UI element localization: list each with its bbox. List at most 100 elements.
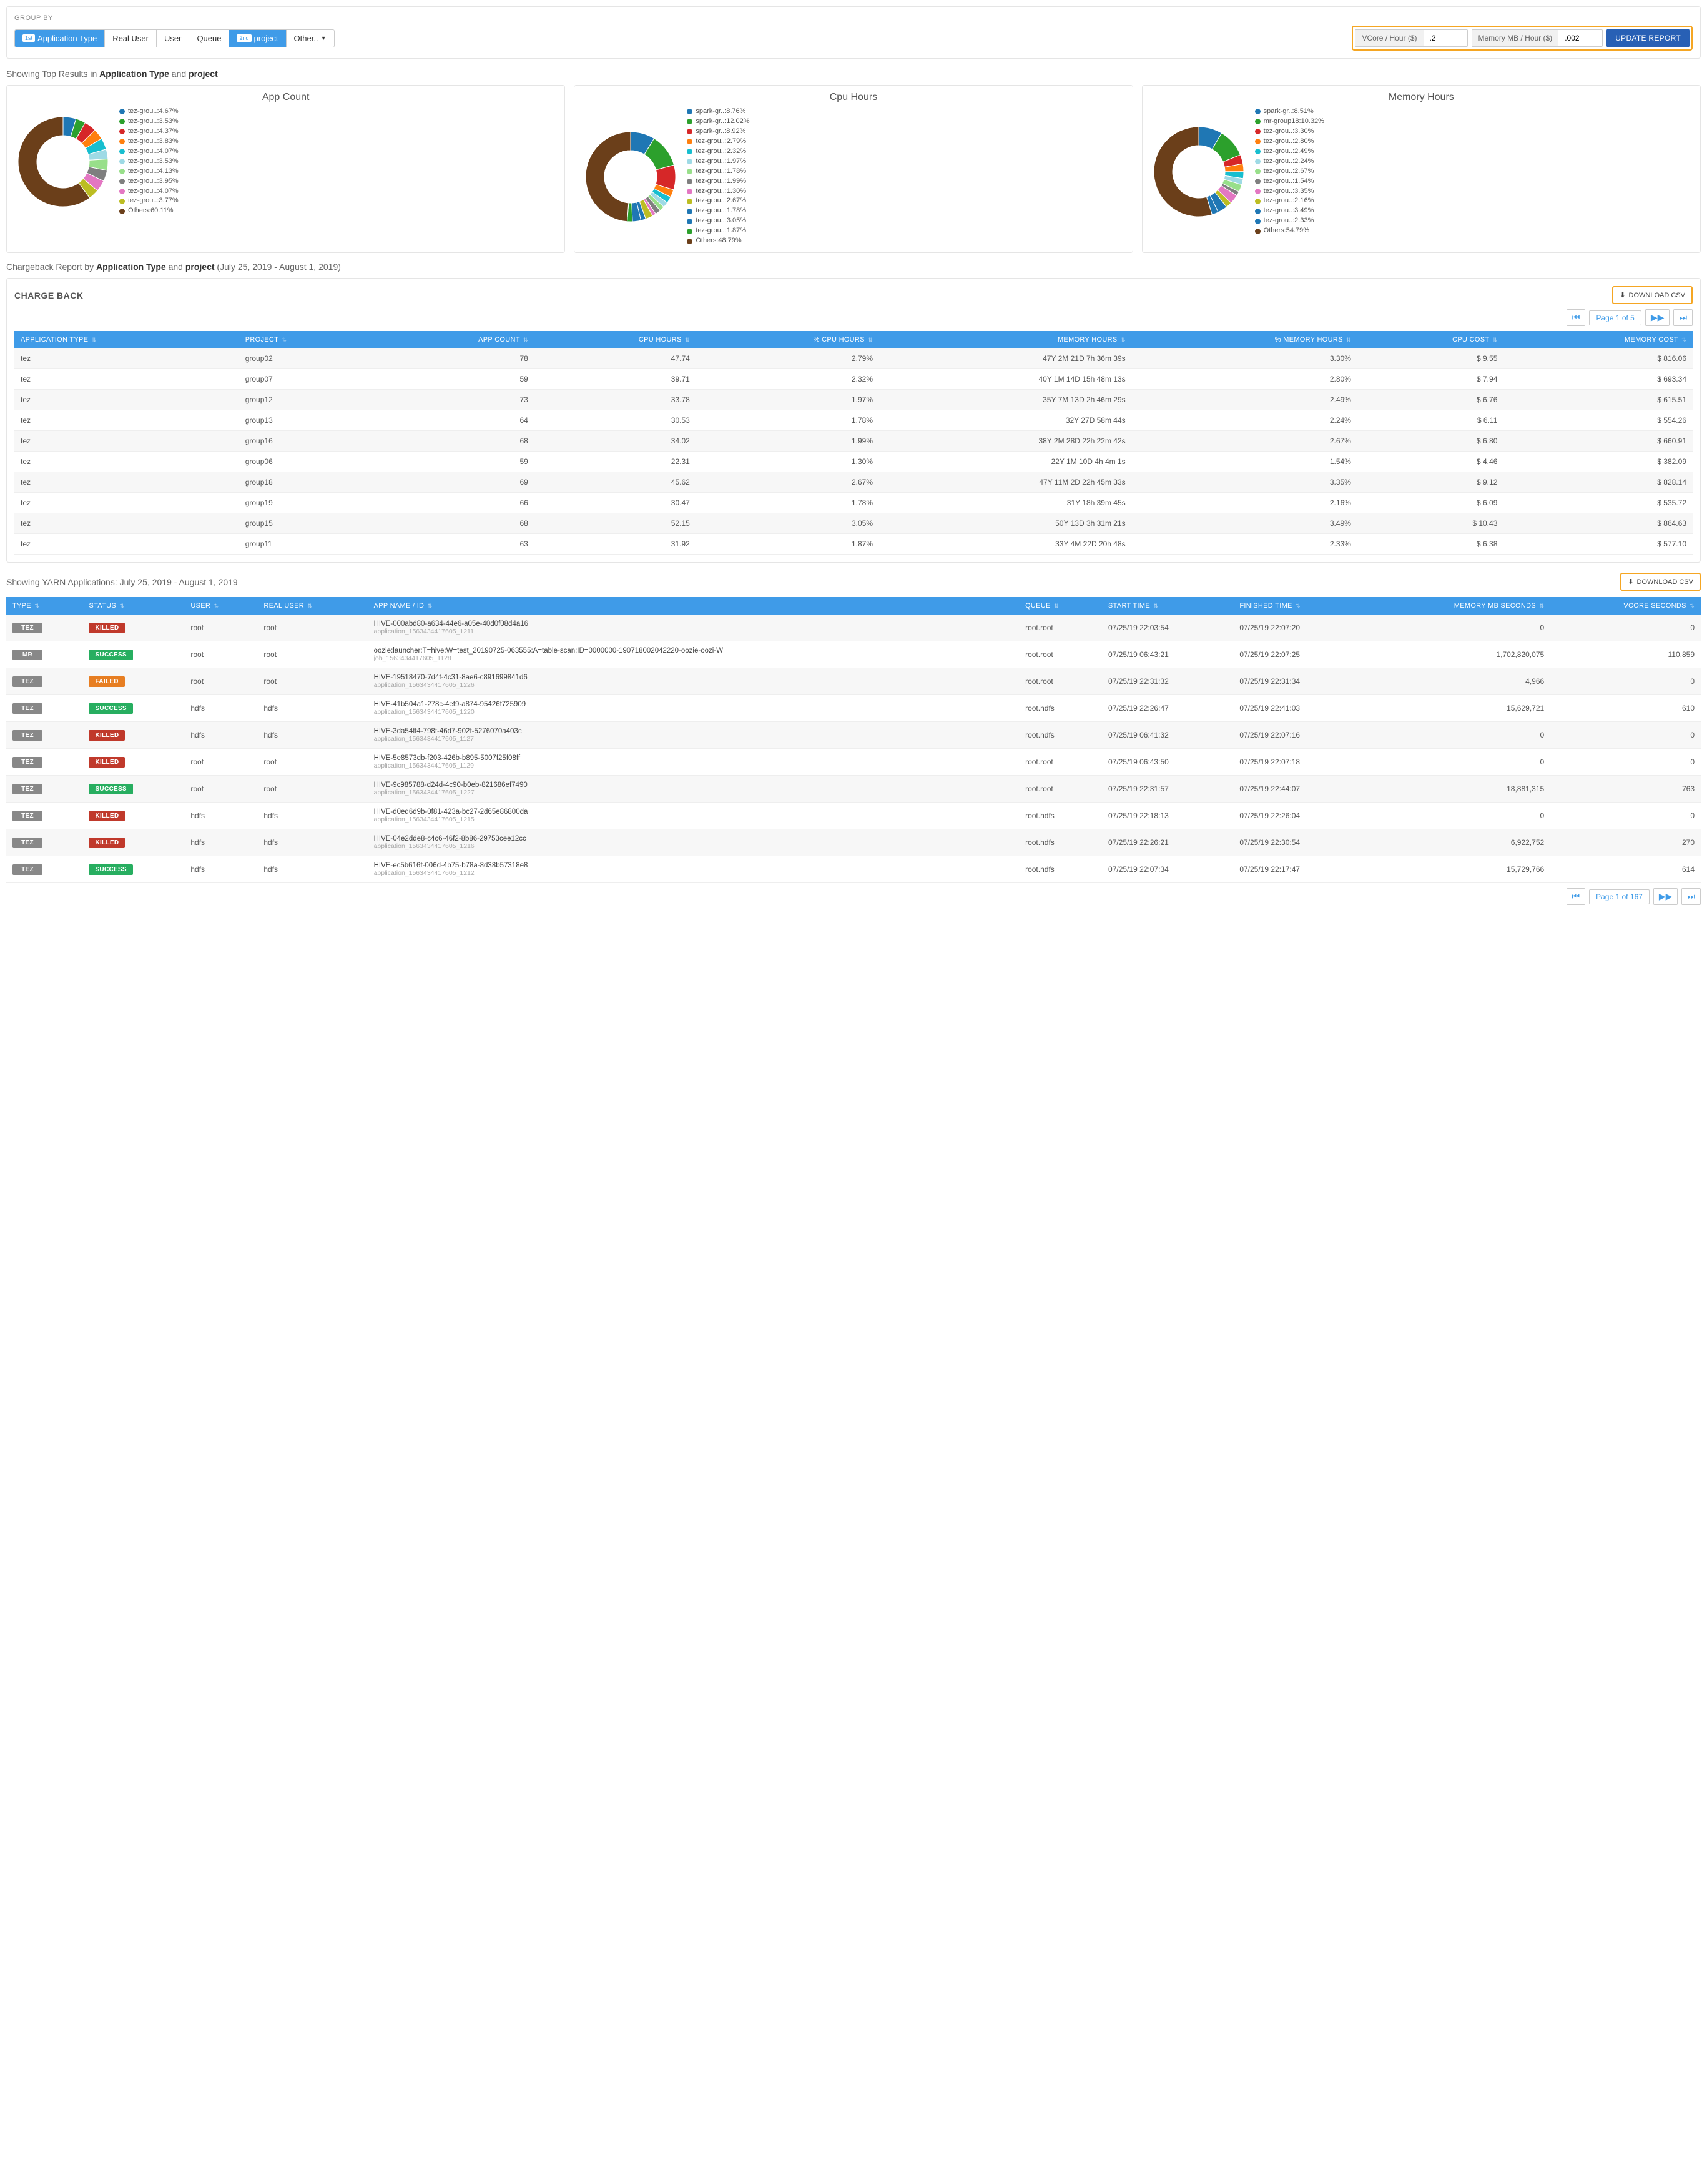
table-cell: SUCCESS (82, 641, 184, 668)
pager-last-button[interactable]: ⏭ (1673, 309, 1693, 326)
column-header[interactable]: MEMORY HOURS ⇅ (879, 331, 1132, 348)
legend-label: Others:48.79% (696, 236, 741, 246)
chart-legend: spark-gr..:8.76%spark-gr..:12.02%spark-g… (687, 107, 749, 246)
table-cell: oozie:launcher:T=hive:W=test_20190725-06… (368, 641, 1020, 668)
table-cell: $ 535.72 (1503, 493, 1693, 513)
column-header[interactable]: % CPU HOURS ⇅ (696, 331, 879, 348)
group-pill[interactable]: 1stApplication Type (15, 30, 105, 47)
pill-badge: 1st (22, 34, 35, 42)
table-row: TEZSUCCESShdfshdfsHIVE-41b504a1-278c-4ef… (6, 695, 1701, 722)
table-cell: group18 (239, 472, 376, 493)
memory-cost-input[interactable] (1558, 30, 1602, 46)
legend-label: tez-grou..:4.07% (128, 187, 179, 197)
column-header[interactable]: VCORE SECONDS ⇅ (1550, 597, 1701, 615)
legend-item: mr-group18:10.32% (1255, 117, 1324, 127)
legend-swatch (1255, 169, 1261, 174)
legend-label: tez-grou..:2.33% (1264, 216, 1314, 226)
column-header[interactable]: STATUS ⇅ (82, 597, 184, 615)
group-pill[interactable]: Other..▼ (287, 30, 334, 47)
column-header[interactable]: MEMORY MB SECONDS ⇅ (1365, 597, 1550, 615)
table-cell: 47Y 2M 21D 7h 36m 39s (879, 348, 1132, 369)
chargeback-panel: CHARGE BACK ⬇ DOWNLOAD CSV ⏮ Page 1 of 5… (6, 278, 1701, 563)
column-header[interactable]: % MEMORY HOURS ⇅ (1132, 331, 1357, 348)
table-cell: 1.87% (696, 534, 879, 555)
table-cell: 1.30% (696, 452, 879, 472)
pager-next-button[interactable]: ▶▶ (1653, 888, 1678, 905)
yarn-title: Showing YARN Applications: July 25, 2019… (6, 577, 238, 587)
group-pill[interactable]: Real User (105, 30, 157, 47)
legend-label: tez-grou..:3.83% (128, 137, 179, 147)
type-tag: TEZ (12, 703, 42, 714)
table-cell: 64 (376, 410, 534, 431)
legend-label: tez-grou..:3.53% (128, 117, 179, 127)
vcore-cost-input[interactable] (1424, 30, 1467, 46)
column-header[interactable]: APPLICATION TYPE ⇅ (14, 331, 239, 348)
column-header[interactable]: CPU COST ⇅ (1357, 331, 1503, 348)
table-row: MRSUCCESSrootrootoozie:launcher:T=hive:W… (6, 641, 1701, 668)
legend-label: tez-grou..:2.16% (1264, 196, 1314, 206)
pager-first-button[interactable]: ⏮ (1567, 309, 1586, 326)
legend-item: tez-grou..:4.67% (119, 107, 179, 117)
charts-row: App Counttez-grou..:4.67%tez-grou..:3.53… (6, 85, 1701, 253)
app-id: application_1563434417605_1226 (374, 681, 1013, 689)
app-id: application_1563434417605_1129 (374, 762, 1013, 769)
table-cell: 07/25/19 22:31:34 (1233, 668, 1365, 695)
app-id: application_1563434417605_1215 (374, 816, 1013, 823)
table-cell: 07/25/19 22:07:18 (1233, 749, 1365, 776)
table-cell: SUCCESS (82, 856, 184, 883)
legend-swatch (119, 209, 125, 214)
column-header[interactable]: QUEUE ⇅ (1019, 597, 1102, 615)
column-header[interactable]: USER ⇅ (184, 597, 257, 615)
pager-last-button[interactable]: ⏭ (1681, 888, 1701, 905)
table-cell: 07/25/19 22:07:34 (1102, 856, 1233, 883)
table-row: tezgroup156852.153.05%50Y 13D 3h 31m 21s… (14, 513, 1693, 534)
legend-swatch (1255, 229, 1261, 234)
column-header[interactable]: CPU HOURS ⇅ (534, 331, 696, 348)
table-cell: $ 660.91 (1503, 431, 1693, 452)
table-cell: $ 9.12 (1357, 472, 1503, 493)
update-report-button[interactable]: UPDATE REPORT (1606, 29, 1690, 47)
column-header[interactable]: PROJECT ⇅ (239, 331, 376, 348)
table-row: tezgroup065922.311.30%22Y 1M 10D 4h 4m 1… (14, 452, 1693, 472)
pill-label: Real User (112, 34, 149, 43)
group-pill[interactable]: Queue (189, 30, 229, 47)
yarn-download-csv-button[interactable]: ⬇ DOWNLOAD CSV (1620, 573, 1701, 591)
legend-swatch (119, 159, 125, 164)
column-header[interactable]: TYPE ⇅ (6, 597, 82, 615)
table-cell: 0 (1365, 615, 1550, 641)
group-by-row: 1stApplication Type Real User UserQueue2nd… (14, 26, 1693, 51)
chargeback-table: APPLICATION TYPE ⇅PROJECT ⇅APP COUNT ⇅CP… (14, 331, 1693, 555)
table-row: TEZFAILEDrootrootHIVE-19518470-7d4f-4c31… (6, 668, 1701, 695)
column-header[interactable]: MEMORY COST ⇅ (1503, 331, 1693, 348)
group-pill[interactable]: 2ndproject (229, 30, 286, 47)
group-pill[interactable]: User (157, 30, 189, 47)
column-header[interactable]: START TIME ⇅ (1102, 597, 1233, 615)
table-row: tezgroup196630.471.78%31Y 18h 39m 45s2.1… (14, 493, 1693, 513)
table-cell: $ 864.63 (1503, 513, 1693, 534)
legend-item: tez-grou..:2.79% (687, 137, 749, 147)
table-cell: $ 6.76 (1357, 390, 1503, 410)
chart-card: Cpu Hoursspark-gr..:8.76%spark-gr..:12.0… (574, 85, 1133, 253)
group-by-panel: GROUP BY 1stApplication TypeReal UserUse… (6, 6, 1701, 59)
legend-item: tez-grou..:3.53% (119, 157, 179, 167)
legend-label: tez-grou..:2.67% (696, 196, 746, 206)
table-cell: 07/25/19 22:18:13 (1102, 803, 1233, 829)
column-header[interactable]: APP COUNT ⇅ (376, 331, 534, 348)
table-cell: root.hdfs (1019, 803, 1102, 829)
table-row: tezgroup186945.622.67%47Y 11M 2D 22h 45m… (14, 472, 1693, 493)
column-header[interactable]: APP NAME / ID ⇅ (368, 597, 1020, 615)
pager-page-label: Page 1 of 167 (1589, 889, 1650, 904)
table-cell: KILLED (82, 829, 184, 856)
status-tag: KILLED (89, 623, 125, 633)
pager-next-button[interactable]: ▶▶ (1645, 309, 1670, 326)
legend-label: tez-grou..:3.05% (696, 216, 746, 226)
table-cell: 0 (1365, 722, 1550, 749)
pager-first-button[interactable]: ⏮ (1567, 888, 1586, 905)
top-results-g2: project (189, 69, 218, 79)
table-cell: $ 6.38 (1357, 534, 1503, 555)
column-header[interactable]: FINISHED TIME ⇅ (1233, 597, 1365, 615)
table-cell: 6,922,752 (1365, 829, 1550, 856)
download-csv-button[interactable]: ⬇ DOWNLOAD CSV (1612, 286, 1693, 304)
legend-swatch (1255, 159, 1261, 164)
column-header[interactable]: REAL USER ⇅ (257, 597, 367, 615)
